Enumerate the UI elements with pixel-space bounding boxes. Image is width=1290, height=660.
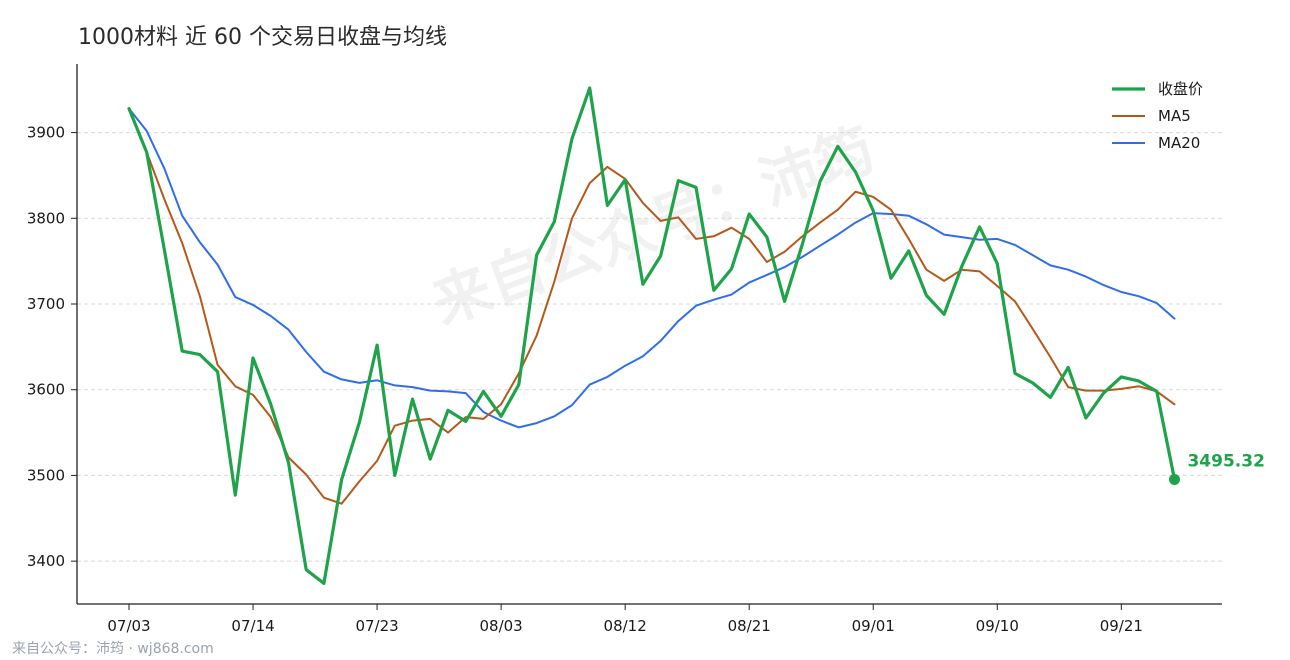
ma20-line [128, 107, 1176, 429]
footer-credit: 来自公众号：沛筠 · wj868.com [12, 640, 214, 657]
y-tick-label: 3400 [27, 552, 65, 570]
y-axis-ticks: 3400 3500 3600 3700 3800 3900 [27, 124, 77, 570]
x-tick-label: 08/21 [728, 617, 771, 635]
last-close-marker-group: 3495.32 [1168, 451, 1265, 485]
last-close-label: 3495.32 [1187, 451, 1264, 471]
last-close-marker [1168, 473, 1180, 485]
y-tick-label: 3700 [27, 295, 65, 313]
x-tick-label: 07/14 [231, 617, 274, 635]
legend-label-ma20: MA20 [1158, 134, 1200, 152]
close-price-line [127, 86, 1177, 586]
x-tick-label: 09/10 [976, 617, 1019, 635]
x-tick-label: 08/12 [604, 617, 647, 635]
x-tick-label: 07/03 [107, 617, 150, 635]
legend: 收盘价 MA5 MA20 [1112, 80, 1203, 152]
y-tick-label: 3600 [27, 381, 65, 399]
y-tick-label: 3500 [27, 466, 65, 484]
x-tick-label: 09/01 [852, 617, 895, 635]
x-axis-ticks: 07/03 07/14 07/23 08/03 08/12 08/21 09/01 09/10… [107, 604, 1143, 635]
legend-label-close: 收盘价 [1158, 80, 1203, 98]
y-tick-label: 3800 [27, 209, 65, 227]
legend-label-ma5: MA5 [1158, 107, 1191, 125]
grid-lines [77, 132, 1222, 562]
x-tick-label: 08/03 [480, 617, 523, 635]
ma5-line [128, 107, 1176, 505]
y-tick-label: 3900 [27, 124, 65, 142]
chart-title: 1000材料 近 60 个交易日收盘与均线 [78, 25, 447, 50]
x-tick-label: 07/23 [355, 617, 398, 635]
series-lines [127, 86, 1177, 586]
x-tick-label: 09/21 [1100, 617, 1143, 635]
axes [76, 64, 1222, 605]
